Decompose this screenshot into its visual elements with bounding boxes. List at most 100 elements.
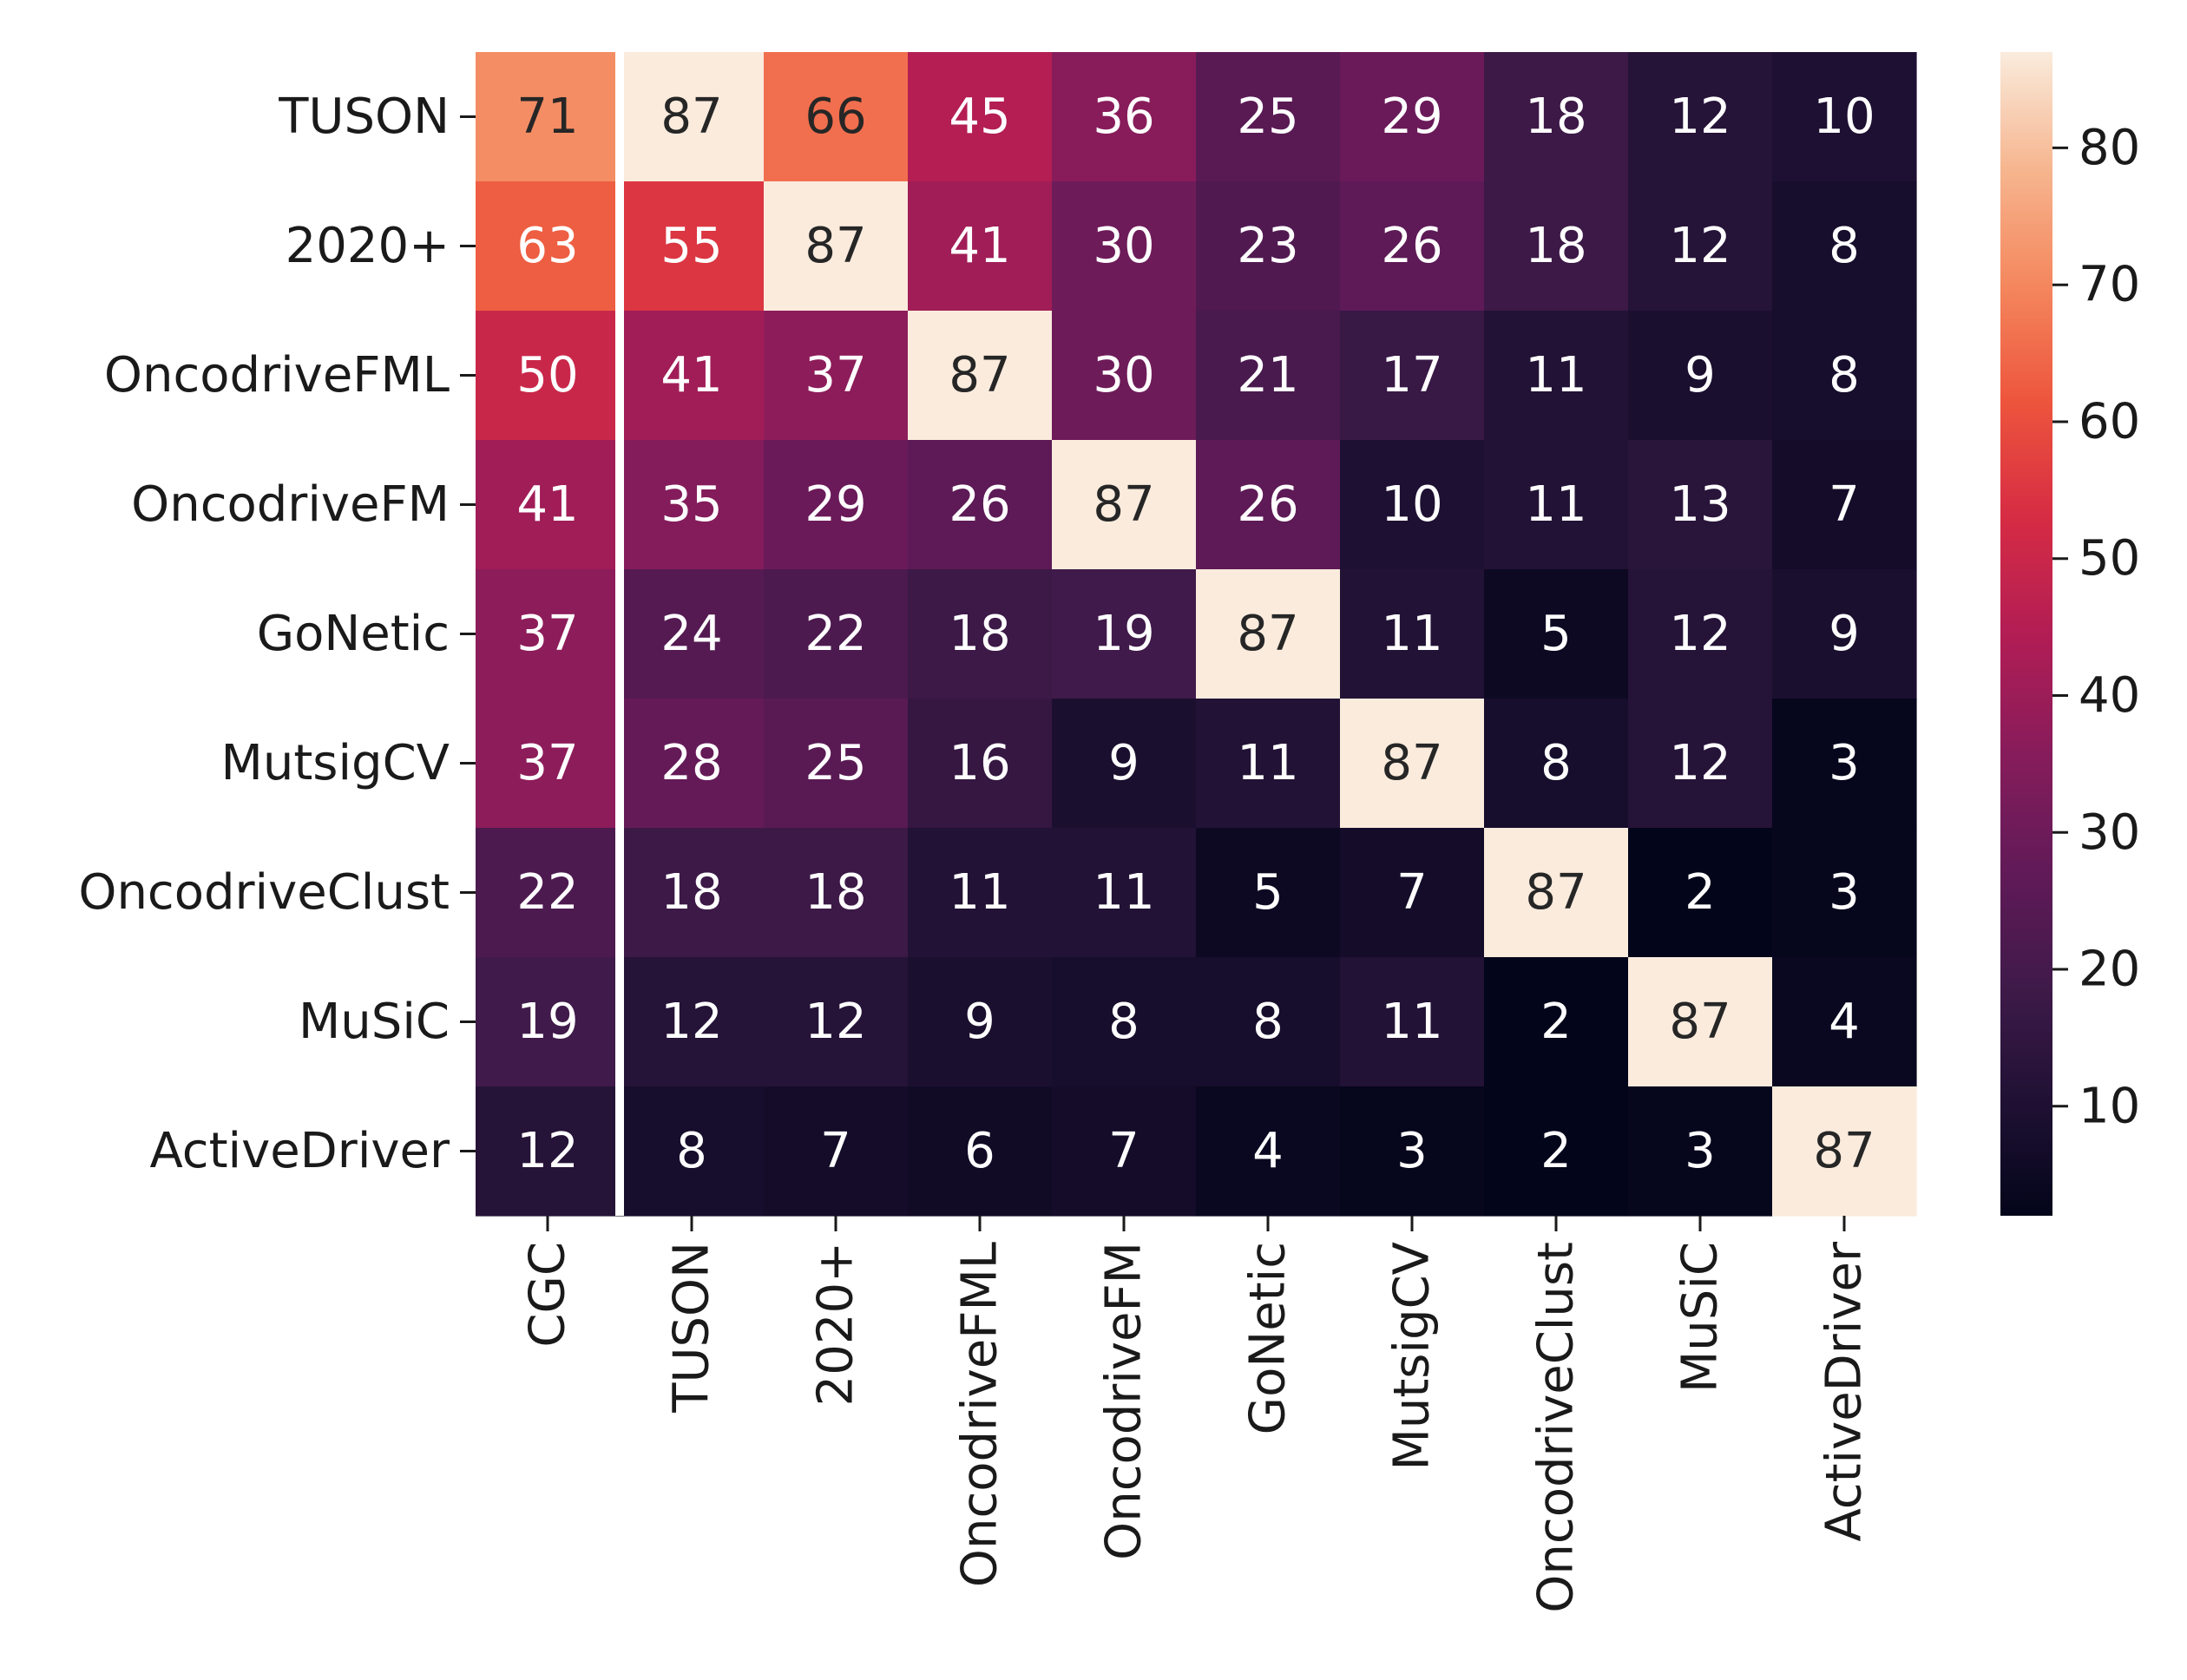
heatmap-cell-r0-c4 bbox=[1052, 52, 1197, 182]
heatmap-cell-label-r8-c3: 6 bbox=[964, 1123, 995, 1179]
heatmap-cell-label-r7-c9: 4 bbox=[1829, 994, 1860, 1050]
heatmap-cell-r7-c1 bbox=[620, 957, 765, 1087]
colorbar-gradient bbox=[2000, 52, 2052, 1216]
heatmap-cell-label-r3-c5: 26 bbox=[1237, 476, 1298, 533]
heatmap-cell-label-r8-c8: 3 bbox=[1685, 1123, 1716, 1179]
heatmap-cell-label-r0-c3: 45 bbox=[949, 89, 1010, 145]
x-axis: CGC TUSON 2020+ OncodriveFML OncodriveFM GoNe… bbox=[520, 1216, 1873, 1613]
heatmap-cell-r1-c9 bbox=[1772, 181, 1917, 312]
heatmap-cell-r5-c6 bbox=[1340, 699, 1485, 829]
heatmap-cell-r2-c3 bbox=[908, 311, 1053, 441]
heatmap-cell-r0-c8 bbox=[1628, 52, 1773, 182]
heatmap-cell-r0-c5 bbox=[1196, 52, 1341, 182]
heatmap-cell-label-r2-c3: 87 bbox=[949, 347, 1010, 404]
heatmap-cell-r5-c7 bbox=[1484, 699, 1629, 829]
heatmap-cell-r3-c7 bbox=[1484, 440, 1629, 570]
heatmap-cell-r1-c5 bbox=[1196, 181, 1341, 312]
heatmap-cell-r6-c9 bbox=[1772, 828, 1917, 958]
heatmap-cell-label-r1-c2: 87 bbox=[805, 218, 866, 274]
colorbar-tick-label-3: 40 bbox=[2079, 667, 2140, 724]
heatmap-cell-r1-c7 bbox=[1484, 181, 1629, 312]
heatmap-cell-label-r5-c6: 87 bbox=[1381, 735, 1442, 791]
heatmap-cell-label-r0-c7: 18 bbox=[1525, 89, 1586, 145]
heatmap-cell-r0-c1 bbox=[620, 52, 765, 182]
heatmap-cell-label-r5-c9: 3 bbox=[1829, 735, 1860, 791]
heatmap-cell-r0-c9 bbox=[1772, 52, 1917, 182]
heatmap-cell-label-r6-c5: 5 bbox=[1252, 864, 1284, 921]
heatmap-cell-r4-c7 bbox=[1484, 569, 1629, 699]
heatmap-cell-label-r2-c7: 11 bbox=[1525, 347, 1586, 404]
heatmap-cell-r6-c4 bbox=[1052, 828, 1197, 958]
heatmap-cell-label-r3-c8: 13 bbox=[1669, 476, 1731, 533]
heatmap-cell-label-r0-c8: 12 bbox=[1669, 89, 1731, 145]
colorbar-tick-label-4: 50 bbox=[2079, 530, 2140, 587]
heatmap-cell-label-r0-c0: 71 bbox=[516, 89, 578, 145]
heatmap-cell-label-r8-c1: 8 bbox=[676, 1123, 707, 1179]
heatmap-cell-r3-c2 bbox=[764, 440, 909, 570]
y-tick-label-6: OncodriveClust bbox=[78, 864, 450, 921]
heatmap-cell-label-r6-c1: 18 bbox=[660, 864, 722, 921]
heatmap-cell-r6-c7 bbox=[1484, 828, 1629, 958]
heatmap-cell-label-r2-c8: 9 bbox=[1685, 347, 1716, 404]
x-tick-label-6: MutsigCV bbox=[1384, 1242, 1441, 1470]
heatmap-cell-label-r4-c8: 12 bbox=[1669, 606, 1731, 662]
heatmap-cell-label-r7-c5: 8 bbox=[1252, 994, 1284, 1050]
heatmap-cell-label-r4-c6: 11 bbox=[1381, 606, 1442, 662]
heatmap-cell-r4-c4 bbox=[1052, 569, 1197, 699]
heatmap-cell-label-r5-c3: 16 bbox=[949, 735, 1010, 791]
heatmap-cell-r1-c3 bbox=[908, 181, 1053, 312]
heatmap-cell-label-r3-c0: 41 bbox=[516, 476, 578, 533]
heatmap-cell-r5-c9 bbox=[1772, 699, 1917, 829]
heatmap-cell-label-r5-c1: 28 bbox=[660, 735, 722, 791]
heatmap-cell-label-r5-c7: 8 bbox=[1540, 735, 1572, 791]
heatmap-cell-r2-c5 bbox=[1196, 311, 1341, 441]
heatmap-cell-r7-c6 bbox=[1340, 957, 1485, 1087]
heatmap-cell-label-r6-c7: 87 bbox=[1525, 864, 1586, 921]
x-tick-label-1: TUSON bbox=[664, 1242, 720, 1414]
heatmap-cell-label-r4-c1: 24 bbox=[660, 606, 722, 662]
x-tick-label-3: OncodriveFML bbox=[952, 1242, 1008, 1587]
heatmap-cell-r8-c4 bbox=[1052, 1086, 1197, 1217]
heatmap-cell-r4-c3 bbox=[908, 569, 1053, 699]
heatmap-cell-label-r0-c9: 10 bbox=[1813, 89, 1875, 145]
heatmap-cell-label-r5-c2: 25 bbox=[805, 735, 866, 791]
heatmap-cell-label-r1-c7: 18 bbox=[1525, 218, 1586, 274]
y-tick-label-5: MutsigCV bbox=[221, 735, 450, 791]
heatmap-cell-r1-c6 bbox=[1340, 181, 1485, 312]
colorbar-tick-label-2: 30 bbox=[2079, 804, 2140, 861]
heatmap-cell-r5-c4 bbox=[1052, 699, 1197, 829]
heatmap-cell-r3-c1 bbox=[620, 440, 765, 570]
heatmap-cell-label-r0-c2: 66 bbox=[805, 89, 866, 145]
heatmap-cell-label-r4-c9: 9 bbox=[1829, 606, 1860, 662]
heatmap-cell-r2-c0 bbox=[476, 311, 621, 441]
heatmap-cell-r5-c0 bbox=[476, 699, 621, 829]
x-tick-label-5: GoNetic bbox=[1240, 1242, 1297, 1434]
heatmap-cell-label-r0-c6: 29 bbox=[1381, 89, 1442, 145]
heatmap-cell-label-r6-c0: 22 bbox=[516, 864, 578, 921]
heatmap-cell-label-r6-c9: 3 bbox=[1829, 864, 1860, 921]
heatmap-cell-r6-c0 bbox=[476, 828, 621, 958]
heatmap-cell-label-r4-c0: 37 bbox=[516, 606, 578, 662]
heatmap-cell-r8-c5 bbox=[1196, 1086, 1341, 1217]
heatmap-cell-label-r6-c3: 11 bbox=[949, 864, 1010, 921]
colorbar: 10 20 30 40 50 60 70 80 bbox=[2000, 52, 2140, 1216]
heatmap-cell-r4-c5 bbox=[1196, 569, 1341, 699]
heatmap-cell-r4-c6 bbox=[1340, 569, 1485, 699]
heatmap-cell-r6-c1 bbox=[620, 828, 765, 958]
heatmap-cell-label-r0-c5: 25 bbox=[1237, 89, 1298, 145]
heatmap-cell-r4-c8 bbox=[1628, 569, 1773, 699]
x-tick-label-8: MuSiC bbox=[1672, 1242, 1729, 1393]
heatmap-cell-r0-c2 bbox=[764, 52, 909, 182]
heatmap-cell-label-r4-c3: 18 bbox=[949, 606, 1010, 662]
heatmap-cell-label-r7-c3: 9 bbox=[964, 994, 995, 1050]
heatmap-cell-r2-c6 bbox=[1340, 311, 1485, 441]
heatmap-cell-label-r3-c7: 11 bbox=[1525, 476, 1586, 533]
heatmap-cell-label-r2-c5: 21 bbox=[1237, 347, 1298, 404]
heatmap-cell-label-r8-c0: 12 bbox=[516, 1123, 578, 1179]
heatmap-cell-label-r7-c7: 2 bbox=[1540, 994, 1572, 1050]
heatmap-cell-label-r7-c1: 12 bbox=[660, 994, 722, 1050]
heatmap-cell-label-r2-c2: 37 bbox=[805, 347, 866, 404]
heatmap-cell-r3-c0 bbox=[476, 440, 621, 570]
heatmap-cell-label-r1-c9: 8 bbox=[1829, 218, 1860, 274]
heatmap-cell-label-r8-c7: 2 bbox=[1540, 1123, 1572, 1179]
